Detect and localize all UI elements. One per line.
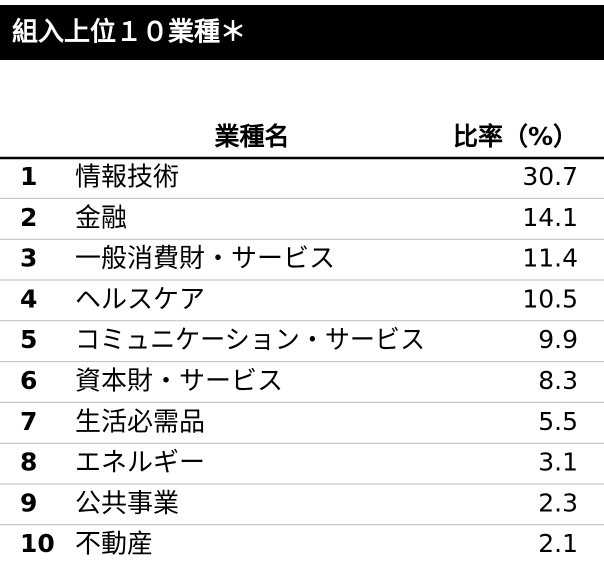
rank: 3 (20, 244, 37, 273)
rank: 6 (20, 366, 37, 395)
rank: 8 (20, 448, 37, 477)
rank: 9 (20, 488, 37, 517)
sector-name: 公共事業 (75, 489, 179, 519)
ratio: 9.9 (538, 325, 578, 354)
rank: 1 (20, 162, 37, 191)
sector-name: エネルギー (75, 448, 205, 478)
ratio: 11.4 (522, 244, 578, 273)
ratio: 2.1 (538, 529, 578, 558)
ratio: 10.5 (522, 284, 578, 313)
sector-name: ヘルスケア (75, 285, 205, 315)
sector-name: 情報技術 (75, 163, 179, 193)
sector-name: 金融 (75, 203, 127, 233)
rank: 2 (20, 203, 37, 232)
sector-name: 資本財・サービス (75, 367, 283, 397)
rank: 4 (20, 284, 37, 313)
column-header: 比率（%） (453, 122, 578, 151)
rank: 10 (20, 529, 55, 558)
ratio: 3.1 (538, 448, 578, 477)
ratio: 14.1 (522, 203, 578, 232)
title-bar (0, 5, 604, 60)
sector-name: 不動産 (75, 530, 153, 560)
sector-name: コミュニケーション・サービス (75, 326, 425, 356)
ratio: 5.5 (538, 407, 578, 436)
sector-name: 一般消費財・サービス (75, 244, 335, 274)
rank: 7 (20, 407, 37, 436)
title: 組入上位１０業種＊ (12, 17, 246, 48)
ratio: 30.7 (522, 162, 578, 191)
column-header: 業種名 (214, 122, 289, 151)
sector-name: 生活必需品 (75, 407, 205, 437)
ratio: 8.3 (538, 366, 578, 395)
ratio: 2.3 (538, 488, 578, 517)
rank: 5 (20, 325, 37, 354)
